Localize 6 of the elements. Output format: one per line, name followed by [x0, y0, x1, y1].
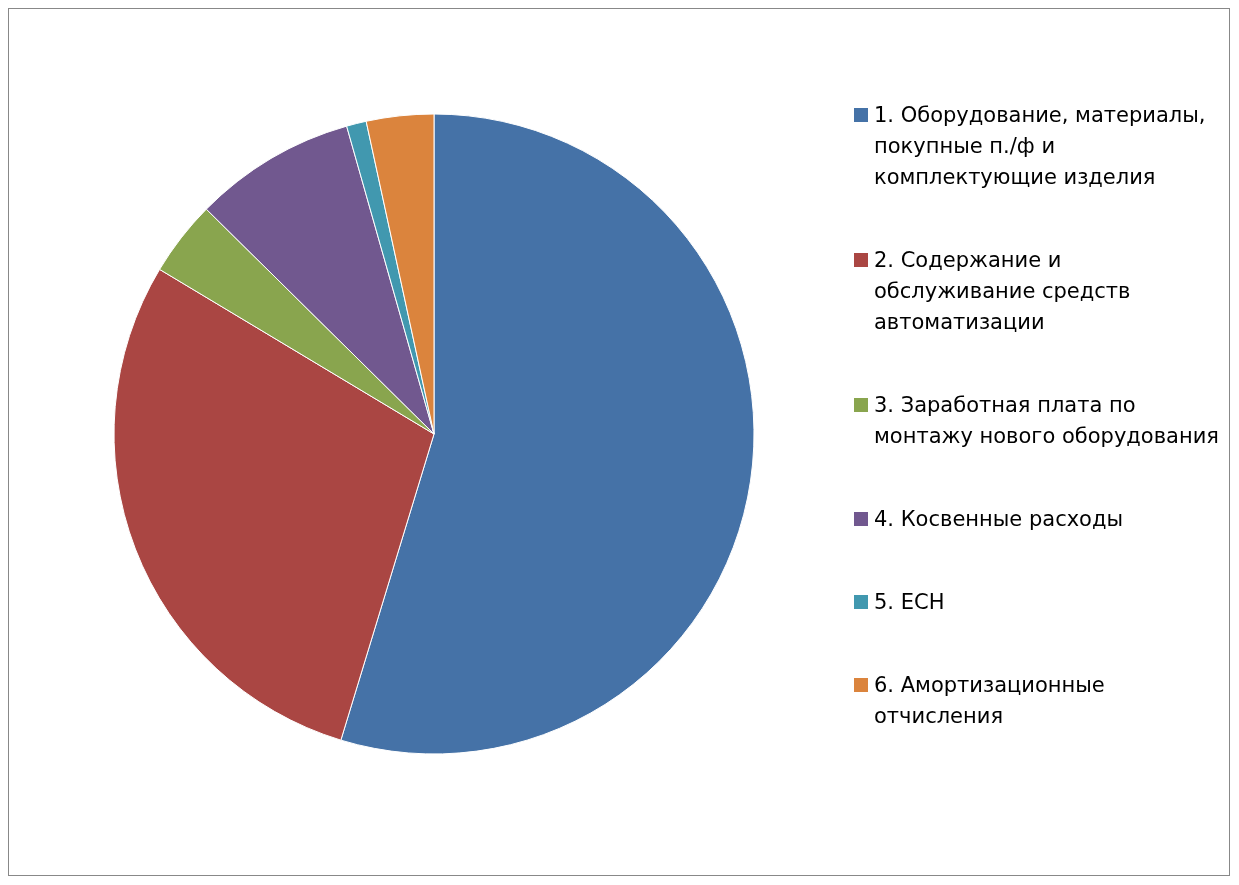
- legend-label: 1. Оборудование, материалы, покупные п./ф и комплектующие изделия: [874, 102, 1207, 191]
- legend-label: 2. Содержание и обслуживание средств автоматизации: [874, 247, 1132, 336]
- legend-label: 4. Косвенные расходы: [874, 506, 1124, 533]
- legend-label: 5. ЕСН: [874, 589, 945, 616]
- legend-label: 6. Амортизационные отчисления: [874, 672, 1106, 730]
- legend-label: 3. Заработная плата по монтажу нового оборудования: [874, 392, 1220, 450]
